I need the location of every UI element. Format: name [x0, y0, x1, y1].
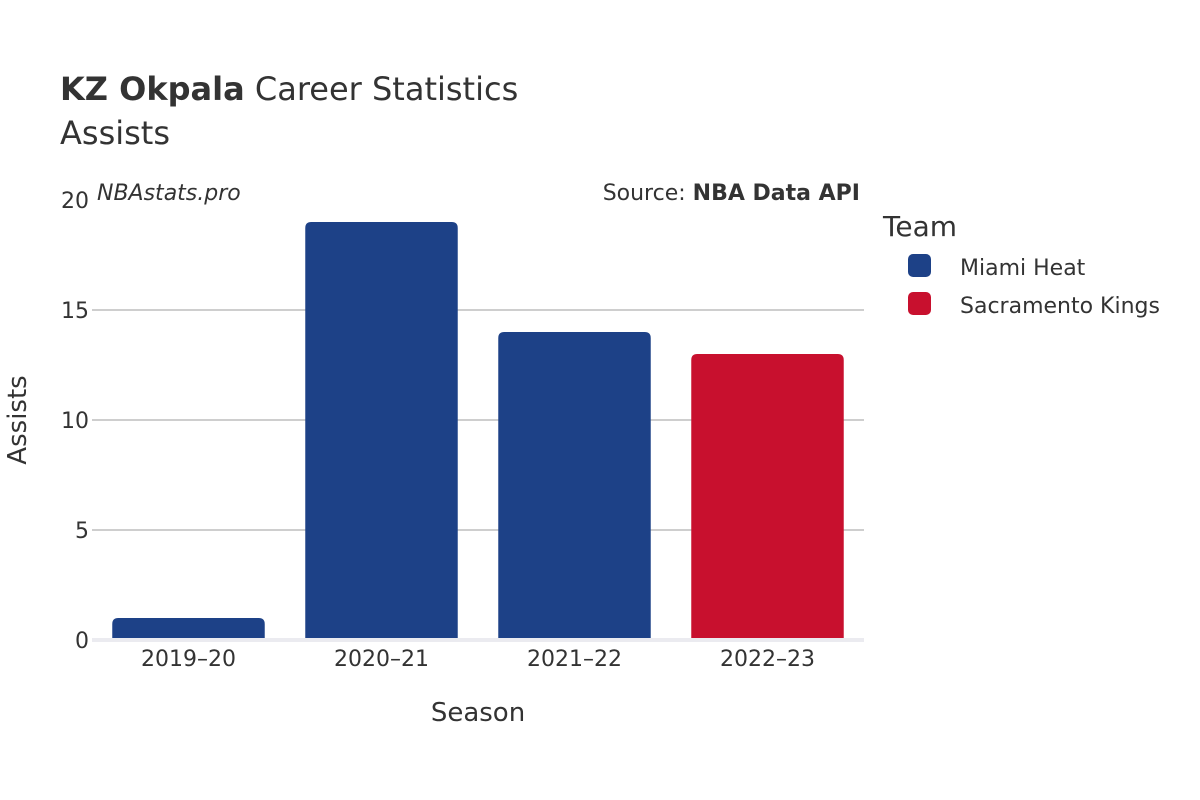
- legend-label: Miami Heat: [960, 256, 1086, 281]
- legend-title: Team: [882, 210, 957, 243]
- watermark: NBAstats.pro: [97, 181, 241, 206]
- title-rest: Career Statistics: [245, 70, 519, 108]
- bar-2019–20: [112, 618, 265, 640]
- x-tick-label: 2019–20: [141, 647, 236, 672]
- legend: Team Miami Heat Sacramento Kings: [882, 210, 1160, 319]
- legend-swatch: [908, 292, 931, 315]
- x-tick-label: 2021–22: [527, 647, 622, 672]
- bar-2022–23: [691, 354, 844, 640]
- legend-swatch: [908, 254, 931, 277]
- chart-title: KZ Okpala Career Statistics: [60, 70, 518, 108]
- y-tick-label: 5: [75, 519, 89, 544]
- source-text: Source: NBA Data API: [603, 181, 860, 206]
- source-value: NBA Data API: [693, 181, 860, 206]
- y-axis-title: Assists: [3, 375, 33, 464]
- bars: [112, 222, 844, 640]
- y-tick-label: 15: [61, 299, 89, 324]
- y-tick-label: 0: [75, 629, 89, 654]
- bar-2021–22: [498, 332, 651, 640]
- bar-2020–21: [305, 222, 458, 640]
- chart-subtitle: Assists: [60, 114, 170, 152]
- y-tick-label: 20: [61, 189, 89, 214]
- title-player-name: KZ Okpala: [60, 70, 245, 108]
- y-tick-labels: 0 5 10 15 20: [61, 189, 89, 654]
- x-axis-baseline: [92, 638, 864, 642]
- legend-label: Sacramento Kings: [960, 294, 1160, 319]
- y-tick-label: 10: [61, 409, 89, 434]
- x-axis-title: Season: [431, 698, 525, 728]
- x-tick-labels: 2019–20 2020–21 2021–22 2022–23: [141, 647, 815, 672]
- x-tick-label: 2022–23: [720, 647, 815, 672]
- x-tick-label: 2020–21: [334, 647, 429, 672]
- source-label: Source:: [603, 181, 693, 206]
